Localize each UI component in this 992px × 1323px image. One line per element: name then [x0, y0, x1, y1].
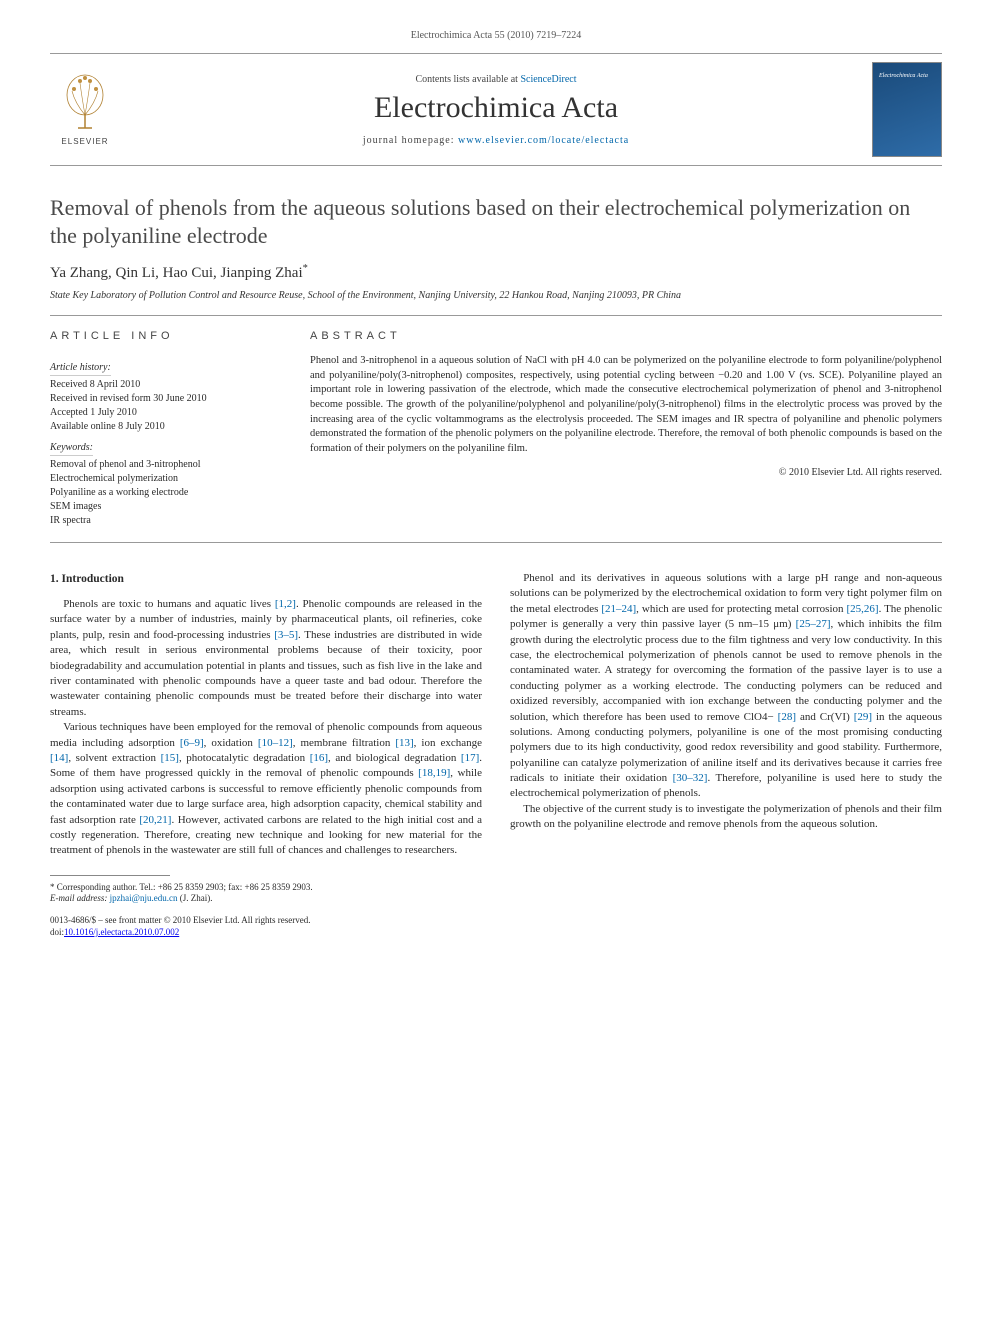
authors-text: Ya Zhang, Qin Li, Hao Cui, Jianping Zhai — [50, 265, 303, 281]
history-accepted: Accepted 1 July 2010 — [50, 406, 280, 420]
citation-link[interactable]: [3–5] — [274, 629, 298, 641]
body-paragraph: Phenols are toxic to humans and aquatic … — [50, 597, 482, 720]
body-text: . These industries are distributed in wi… — [50, 629, 482, 718]
email-link[interactable]: jpzhai@nju.edu.cn — [110, 893, 178, 903]
citation-link[interactable]: [10–12] — [258, 737, 293, 749]
keyword-item: IR spectra — [50, 514, 280, 528]
article-title: Removal of phenols from the aqueous solu… — [50, 194, 942, 249]
corresponding-author-footnote: * Corresponding author. Tel.: +86 25 835… — [50, 882, 482, 905]
footer-doi-line: doi:10.1016/j.electacta.2010.07.002 — [50, 927, 482, 939]
sciencedirect-link[interactable]: ScienceDirect — [520, 74, 576, 85]
footnote-separator — [50, 875, 170, 876]
doi-label: doi: — [50, 927, 64, 937]
citation-link[interactable]: [21–24] — [601, 603, 636, 615]
footer-line-1: 0013-4686/$ – see front matter © 2010 El… — [50, 915, 482, 927]
body-text: , oxidation — [204, 737, 258, 749]
contents-prefix: Contents lists available at — [415, 74, 520, 85]
abstract-copyright: © 2010 Elsevier Ltd. All rights reserved… — [310, 467, 942, 478]
corresponding-marker: * — [303, 263, 308, 274]
info-abstract-section: ARTICLE INFO Article history: Received 8… — [50, 315, 942, 543]
body-paragraph: Phenol and its derivatives in aqueous so… — [510, 571, 942, 802]
footer-copyright: 0013-4686/$ – see front matter © 2010 El… — [50, 915, 482, 938]
contents-available-line: Contents lists available at ScienceDirec… — [132, 74, 860, 85]
citation-link[interactable]: [25,26] — [846, 603, 878, 615]
journal-name: Electrochimica Acta — [132, 91, 860, 125]
article-info-column: ARTICLE INFO Article history: Received 8… — [50, 330, 280, 528]
masthead-center: Contents lists available at ScienceDirec… — [132, 74, 860, 146]
body-text: and Cr(VI) — [796, 711, 854, 723]
journal-cover-thumbnail: Electrochimica Acta — [872, 62, 942, 157]
history-revised: Received in revised form 30 June 2010 — [50, 392, 280, 406]
cover-title: Electrochimica Acta — [879, 73, 935, 79]
body-text: , ion exchange — [414, 737, 482, 749]
article-info-heading: ARTICLE INFO — [50, 330, 280, 342]
citation-link[interactable]: [29] — [854, 711, 872, 723]
citation-link[interactable]: [16] — [310, 752, 328, 764]
body-text: , which are used for protecting metal co… — [636, 603, 846, 615]
citation-link[interactable]: [28] — [778, 711, 796, 723]
citation-link[interactable]: [6–9] — [180, 737, 204, 749]
doi-link[interactable]: 10.1016/j.electacta.2010.07.002 — [64, 927, 179, 937]
section-heading-introduction: 1. Introduction — [50, 571, 482, 587]
journal-homepage-link[interactable]: www.elsevier.com/locate/electacta — [458, 135, 629, 146]
publisher-name: ELSEVIER — [61, 137, 108, 146]
history-received: Received 8 April 2010 — [50, 378, 280, 392]
citation-link[interactable]: [14] — [50, 752, 68, 764]
abstract-column: ABSTRACT Phenol and 3-nitrophenol in a a… — [310, 330, 942, 528]
homepage-prefix: journal homepage: — [363, 135, 458, 146]
citation-link[interactable]: [20,21] — [139, 814, 171, 826]
citation-link[interactable]: [13] — [395, 737, 413, 749]
publisher-logo: ELSEVIER — [50, 65, 120, 155]
citation-link[interactable]: [1,2] — [275, 598, 296, 610]
keyword-item: Removal of phenol and 3-nitrophenol — [50, 458, 280, 472]
history-online: Available online 8 July 2010 — [50, 420, 280, 434]
article-body: 1. Introduction Phenols are toxic to hum… — [50, 571, 942, 938]
abstract-text: Phenol and 3-nitrophenol in a aqueous so… — [310, 354, 942, 457]
author-list: Ya Zhang, Qin Li, Hao Cui, Jianping Zhai… — [50, 263, 942, 282]
keyword-item: SEM images — [50, 500, 280, 514]
citation-link[interactable]: [18,19] — [418, 767, 450, 779]
body-paragraph: Various techniques have been employed fo… — [50, 720, 482, 859]
footnote-line: * Corresponding author. Tel.: +86 25 835… — [50, 882, 482, 894]
body-text: , and biological degradation — [328, 752, 461, 764]
affiliation: State Key Laboratory of Pollution Contro… — [50, 290, 942, 301]
body-text: Phenols are toxic to humans and aquatic … — [63, 598, 275, 610]
journal-homepage-line: journal homepage: www.elsevier.com/locat… — [132, 135, 860, 146]
citation-line: Electrochimica Acta 55 (2010) 7219–7224 — [50, 30, 942, 41]
body-text: , solvent extraction — [68, 752, 160, 764]
keyword-item: Polyaniline as a working electrode — [50, 486, 280, 500]
journal-masthead: ELSEVIER Contents lists available at Sci… — [50, 53, 942, 166]
abstract-heading: ABSTRACT — [310, 330, 942, 342]
body-text: , membrane filtration — [293, 737, 396, 749]
history-label: Article history: — [50, 362, 111, 376]
citation-link[interactable]: [15] — [161, 752, 179, 764]
citation-link[interactable]: [30–32] — [673, 772, 708, 784]
keyword-item: Electrochemical polymerization — [50, 472, 280, 486]
citation-link[interactable]: [25–27] — [796, 618, 831, 630]
citation-link[interactable]: [17] — [461, 752, 479, 764]
footnote-email-line: E-mail address: jpzhai@nju.edu.cn (J. Zh… — [50, 893, 482, 905]
body-text: , which inhibits the film growth during … — [510, 618, 942, 722]
body-text: , photocatalytic degradation — [179, 752, 310, 764]
email-suffix: (J. Zhai). — [177, 893, 212, 903]
body-paragraph: The objective of the current study is to… — [510, 802, 942, 833]
elsevier-tree-icon — [60, 73, 110, 133]
email-label: E-mail address: — [50, 893, 110, 903]
keywords-label: Keywords: — [50, 442, 93, 456]
